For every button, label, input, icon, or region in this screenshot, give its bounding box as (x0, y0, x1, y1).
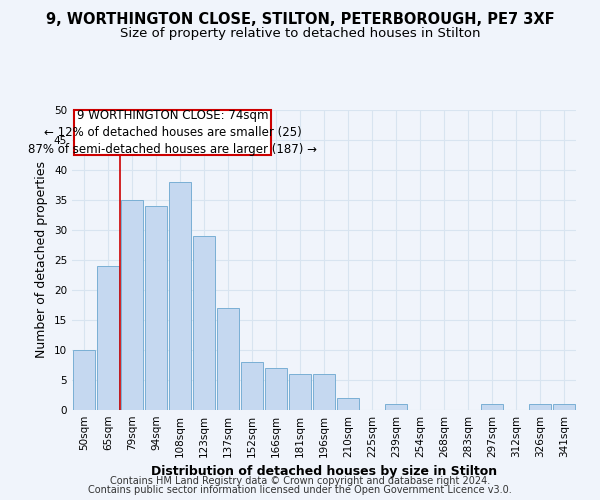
Y-axis label: Number of detached properties: Number of detached properties (35, 162, 49, 358)
Bar (289, 374, 311, 410)
Bar (313, 374, 335, 410)
Text: 9, WORTHINGTON CLOSE, STILTON, PETERBOROUGH, PE7 3XF: 9, WORTHINGTON CLOSE, STILTON, PETERBORO… (46, 12, 554, 28)
Bar (481, 404, 503, 410)
Bar (217, 308, 239, 410)
Text: Contains public sector information licensed under the Open Government Licence v3: Contains public sector information licen… (88, 485, 512, 495)
Bar (97, 266, 119, 410)
Bar (121, 200, 143, 410)
Bar (265, 368, 287, 410)
Bar (73, 350, 95, 410)
Bar (553, 404, 575, 410)
Bar (337, 398, 359, 410)
Text: Contains HM Land Registry data © Crown copyright and database right 2024.: Contains HM Land Registry data © Crown c… (110, 476, 490, 486)
Bar (529, 404, 551, 410)
Bar (169, 182, 191, 410)
Text: Size of property relative to detached houses in Stilton: Size of property relative to detached ho… (120, 28, 480, 40)
FancyBboxPatch shape (74, 110, 271, 155)
Bar (145, 206, 167, 410)
Bar (193, 236, 215, 410)
Bar (385, 404, 407, 410)
Bar (241, 362, 263, 410)
Text: 9 WORTHINGTON CLOSE: 74sqm
← 12% of detached houses are smaller (25)
87% of semi: 9 WORTHINGTON CLOSE: 74sqm ← 12% of deta… (28, 109, 317, 156)
X-axis label: Distribution of detached houses by size in Stilton: Distribution of detached houses by size … (151, 466, 497, 478)
